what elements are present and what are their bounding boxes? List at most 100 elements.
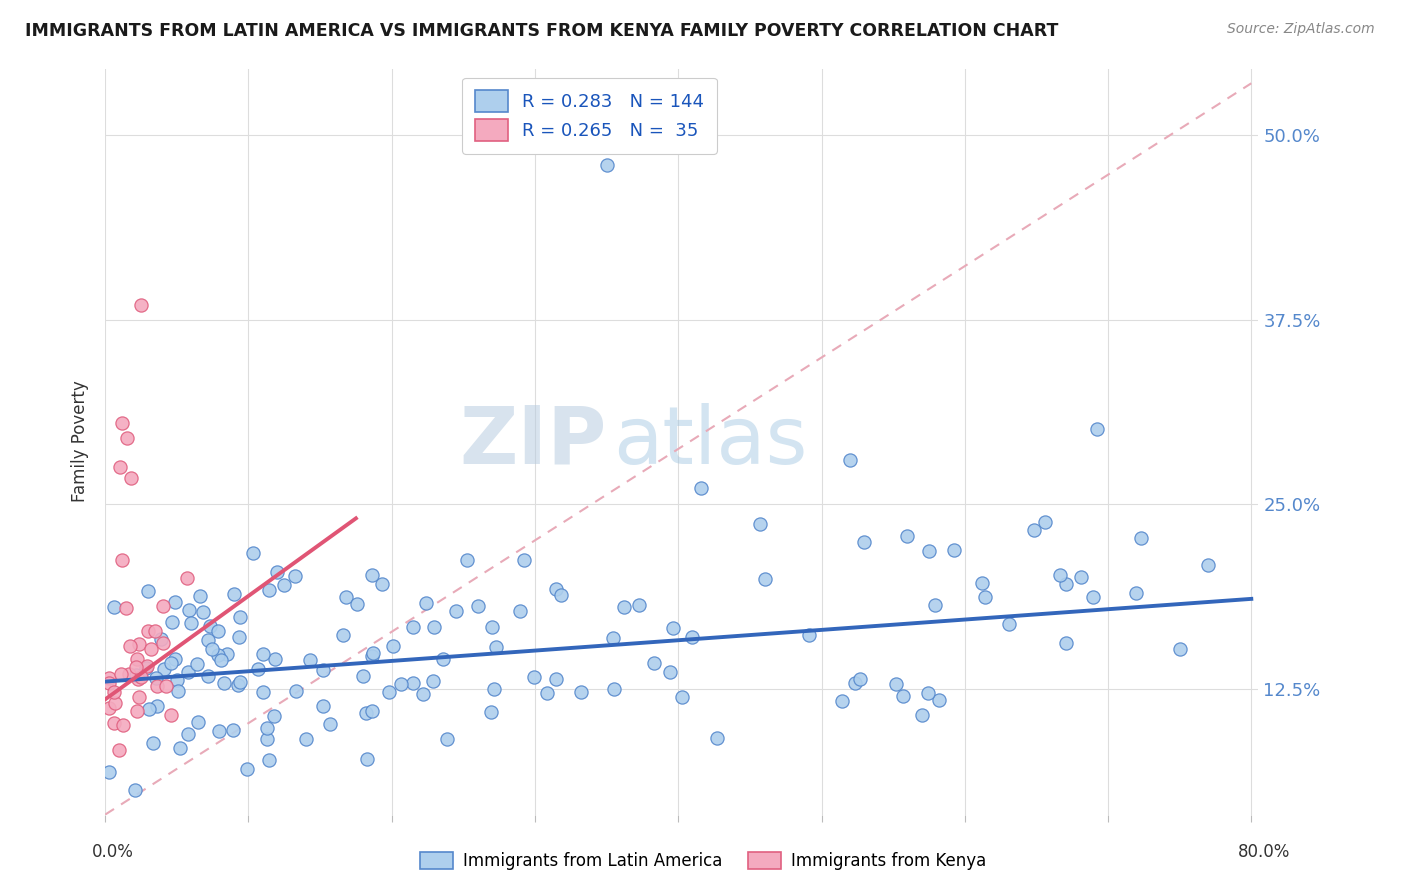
Point xyxy=(352,668,374,682)
Point xyxy=(479,705,502,719)
Point xyxy=(643,656,665,670)
Point xyxy=(111,416,134,430)
Point xyxy=(177,727,200,741)
Point xyxy=(391,677,413,691)
Point xyxy=(381,639,404,653)
Point xyxy=(973,590,995,604)
Point xyxy=(602,681,624,696)
Point xyxy=(754,573,776,587)
Point xyxy=(928,693,950,707)
Point xyxy=(485,640,508,654)
Point xyxy=(370,576,392,591)
Point xyxy=(160,615,183,629)
Point xyxy=(917,686,939,700)
Point xyxy=(523,670,546,684)
Point xyxy=(160,656,183,670)
Point xyxy=(98,676,121,690)
Point xyxy=(402,676,425,690)
Point xyxy=(188,589,211,603)
Point xyxy=(167,684,190,698)
Point xyxy=(266,565,288,579)
Point xyxy=(112,718,135,732)
Point xyxy=(212,675,235,690)
Point xyxy=(160,707,183,722)
Point xyxy=(1033,515,1056,529)
Point xyxy=(273,578,295,592)
Point xyxy=(681,630,703,644)
Point xyxy=(127,652,149,666)
Point xyxy=(749,517,772,532)
Point xyxy=(896,528,918,542)
Point xyxy=(311,698,333,713)
Point xyxy=(839,453,862,467)
Point xyxy=(284,568,307,582)
Point xyxy=(706,731,728,745)
Point xyxy=(145,699,167,714)
Point xyxy=(595,157,617,171)
Point xyxy=(412,687,434,701)
Point xyxy=(263,708,285,723)
Point xyxy=(422,673,444,688)
Point xyxy=(256,732,278,747)
Point xyxy=(103,599,125,614)
Point xyxy=(108,743,131,757)
Point xyxy=(98,765,121,780)
Point xyxy=(436,731,458,746)
Point xyxy=(256,721,278,735)
Point xyxy=(145,671,167,685)
Point xyxy=(252,685,274,699)
Point xyxy=(852,534,875,549)
Point xyxy=(155,679,177,693)
Point xyxy=(186,657,208,671)
Point xyxy=(335,590,357,604)
Point xyxy=(1054,576,1077,591)
Point xyxy=(224,587,246,601)
Point xyxy=(207,624,229,639)
Point xyxy=(456,552,478,566)
Point xyxy=(659,665,682,679)
Point xyxy=(797,628,820,642)
Point xyxy=(346,597,368,611)
Point xyxy=(627,598,650,612)
Text: IMMIGRANTS FROM LATIN AMERICA VS IMMIGRANTS FROM KENYA FAMILY POVERTY CORRELATIO: IMMIGRANTS FROM LATIN AMERICA VS IMMIGRA… xyxy=(25,22,1059,40)
Point xyxy=(191,606,214,620)
Point xyxy=(127,673,149,687)
Point xyxy=(432,652,454,666)
Point xyxy=(207,648,229,663)
Point xyxy=(228,678,250,692)
Point xyxy=(509,604,531,618)
Point xyxy=(671,690,693,704)
Point xyxy=(209,653,232,667)
Point xyxy=(125,668,148,682)
Point xyxy=(176,570,198,584)
Text: ZIP: ZIP xyxy=(460,402,607,481)
Point xyxy=(1085,421,1108,435)
Point xyxy=(415,597,437,611)
Point xyxy=(135,661,157,675)
Point xyxy=(361,704,384,718)
Text: Source: ZipAtlas.com: Source: ZipAtlas.com xyxy=(1227,22,1375,37)
Point xyxy=(319,716,342,731)
Point xyxy=(690,481,713,495)
Point xyxy=(1049,568,1071,582)
Point xyxy=(242,546,264,560)
Point xyxy=(229,674,252,689)
Point xyxy=(569,685,592,699)
Point xyxy=(918,544,941,558)
Point xyxy=(1198,558,1220,572)
Point xyxy=(972,575,994,590)
Point xyxy=(544,582,567,597)
Point xyxy=(512,553,534,567)
Point xyxy=(136,624,159,639)
Point xyxy=(153,662,176,676)
Point xyxy=(136,583,159,598)
Y-axis label: Family Poverty: Family Poverty xyxy=(72,381,89,502)
Point xyxy=(247,662,270,676)
Point xyxy=(484,682,506,697)
Legend: Immigrants from Latin America, Immigrants from Kenya: Immigrants from Latin America, Immigrant… xyxy=(413,845,993,877)
Point xyxy=(139,642,162,657)
Point xyxy=(332,628,354,642)
Point xyxy=(229,610,252,624)
Point xyxy=(152,636,174,650)
Point xyxy=(150,632,173,646)
